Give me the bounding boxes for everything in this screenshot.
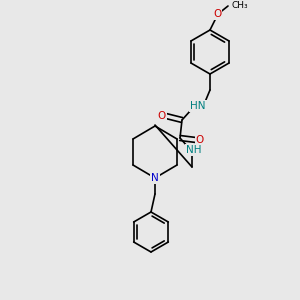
- Text: N: N: [151, 173, 159, 183]
- Text: O: O: [213, 9, 221, 19]
- Text: CH₃: CH₃: [232, 2, 249, 10]
- Text: O: O: [158, 111, 166, 121]
- Text: HN: HN: [190, 101, 206, 111]
- Text: NH: NH: [186, 145, 202, 155]
- Text: O: O: [196, 135, 204, 145]
